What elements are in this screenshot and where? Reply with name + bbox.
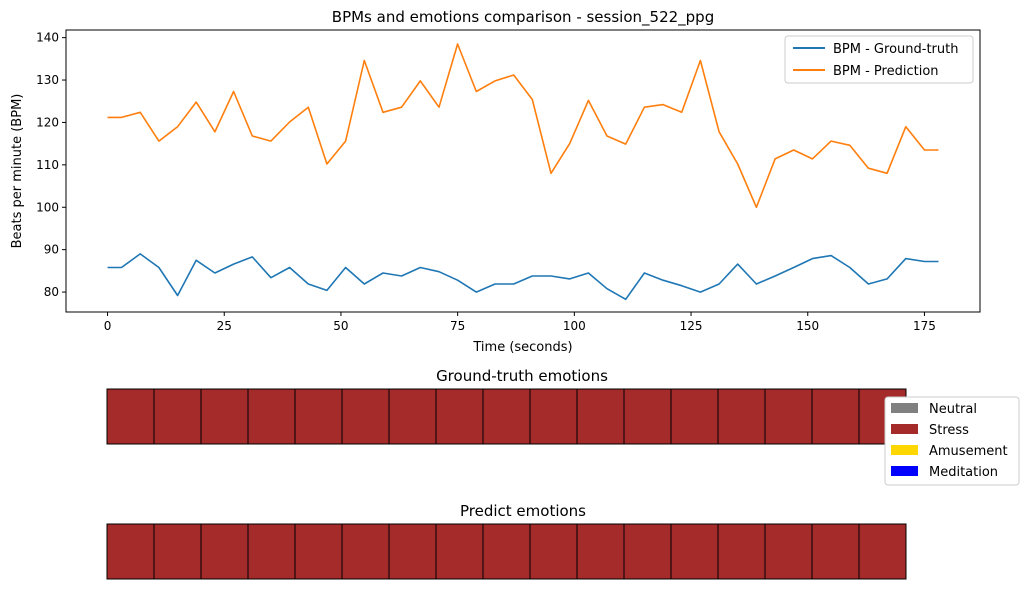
legend-swatch-amusement [891, 445, 918, 455]
predict-emotion-cell [200, 523, 249, 580]
y-tick-label: 140 [36, 31, 59, 45]
predict-emotion-cell [529, 523, 578, 580]
series-line-prediction [107, 43, 939, 209]
ground-truth-emotion-cell [341, 388, 390, 445]
y-tick-label: 80 [44, 285, 59, 299]
line-legend: BPM - Ground-truth BPM - Prediction [784, 35, 974, 84]
predict-emotion-cell [811, 523, 860, 580]
legend-label-prediction: BPM - Prediction [833, 64, 939, 79]
line-legend-box [784, 35, 974, 84]
predict-emotion-cell [388, 523, 437, 580]
predict-emotion-cell [576, 523, 625, 580]
ground-truth-emotion-cell [153, 388, 202, 445]
y-tick-label: 110 [36, 158, 59, 172]
ground-truth-emotion-cell [294, 388, 343, 445]
legend-label-stress: Stress [929, 423, 969, 438]
series-line-ground-truth [107, 253, 939, 301]
ground-truth-emotion-cell [529, 388, 578, 445]
x-tick-label: 125 [680, 319, 703, 333]
legend-label-ground-truth: BPM - Ground-truth [833, 42, 958, 57]
x-tick-label: 50 [333, 319, 348, 333]
legend-swatch-neutral [891, 403, 918, 413]
predict-emotion-cell [623, 523, 672, 580]
predict-emotion-cell [294, 523, 343, 580]
ground-truth-emotion-cell [106, 388, 155, 445]
x-tick-label: 75 [450, 319, 465, 333]
y-tick-label: 100 [36, 200, 59, 214]
predict-emotion-cell [858, 523, 907, 580]
ground-truth-emotion-cell [811, 388, 860, 445]
ground-truth-emotion-cell [576, 388, 625, 445]
ground-truth-emotion-cell [764, 388, 813, 445]
predict-emotion-cell [670, 523, 719, 580]
x-axis: 0 25 50 75 100 125 150 175 [104, 312, 936, 333]
ground-truth-emotion-cell [717, 388, 766, 445]
legend-label-amusement: Amusement [929, 444, 1008, 459]
legend-label-meditation: Meditation [929, 465, 998, 480]
legend-label-neutral: Neutral [929, 402, 977, 417]
legend-swatch-stress [891, 424, 918, 434]
x-axis-label: Time (seconds) [472, 340, 572, 355]
predict-emotion-cell [435, 523, 484, 580]
ground-truth-emotion-cell [482, 388, 531, 445]
x-tick-label: 150 [796, 319, 819, 333]
ground-truth-emotion-cell [247, 388, 296, 445]
ground-truth-emotions-strip [106, 388, 907, 445]
ground-truth-emotion-cell [435, 388, 484, 445]
legend-swatch-meditation [891, 466, 918, 476]
y-axis-label: Beats per minute (BPM) [10, 94, 25, 249]
predict-emotions-strip [106, 523, 907, 580]
y-tick-label: 120 [36, 115, 59, 129]
x-tick-label: 0 [104, 319, 112, 333]
chart-title: BPMs and emotions comparison - session_5… [332, 8, 714, 27]
ground-truth-emotion-cell [670, 388, 719, 445]
predict-emotion-cell [764, 523, 813, 580]
predict-emotions-title: Predict emotions [460, 502, 586, 520]
predict-emotion-cell [247, 523, 296, 580]
ground-truth-emotion-cell [623, 388, 672, 445]
predict-emotion-cell [341, 523, 390, 580]
predict-emotion-cell [153, 523, 202, 580]
ground-truth-emotion-cell [388, 388, 437, 445]
predict-emotion-cell [482, 523, 531, 580]
emotion-legend-box [884, 396, 1020, 486]
y-tick-label: 130 [36, 73, 59, 87]
emotion-legend: Neutral Stress Amusement Meditation [884, 396, 1020, 486]
y-axis: 80 90 100 110 120 130 140 [36, 31, 66, 299]
predict-emotion-cell [106, 523, 155, 580]
ground-truth-emotions-title: Ground-truth emotions [436, 367, 608, 385]
predict-emotion-cell [717, 523, 766, 580]
x-tick-label: 25 [217, 319, 232, 333]
series-lines [107, 43, 939, 301]
y-tick-label: 90 [44, 243, 59, 257]
x-tick-label: 175 [913, 319, 936, 333]
ground-truth-emotion-cell [200, 388, 249, 445]
x-tick-label: 100 [563, 319, 586, 333]
